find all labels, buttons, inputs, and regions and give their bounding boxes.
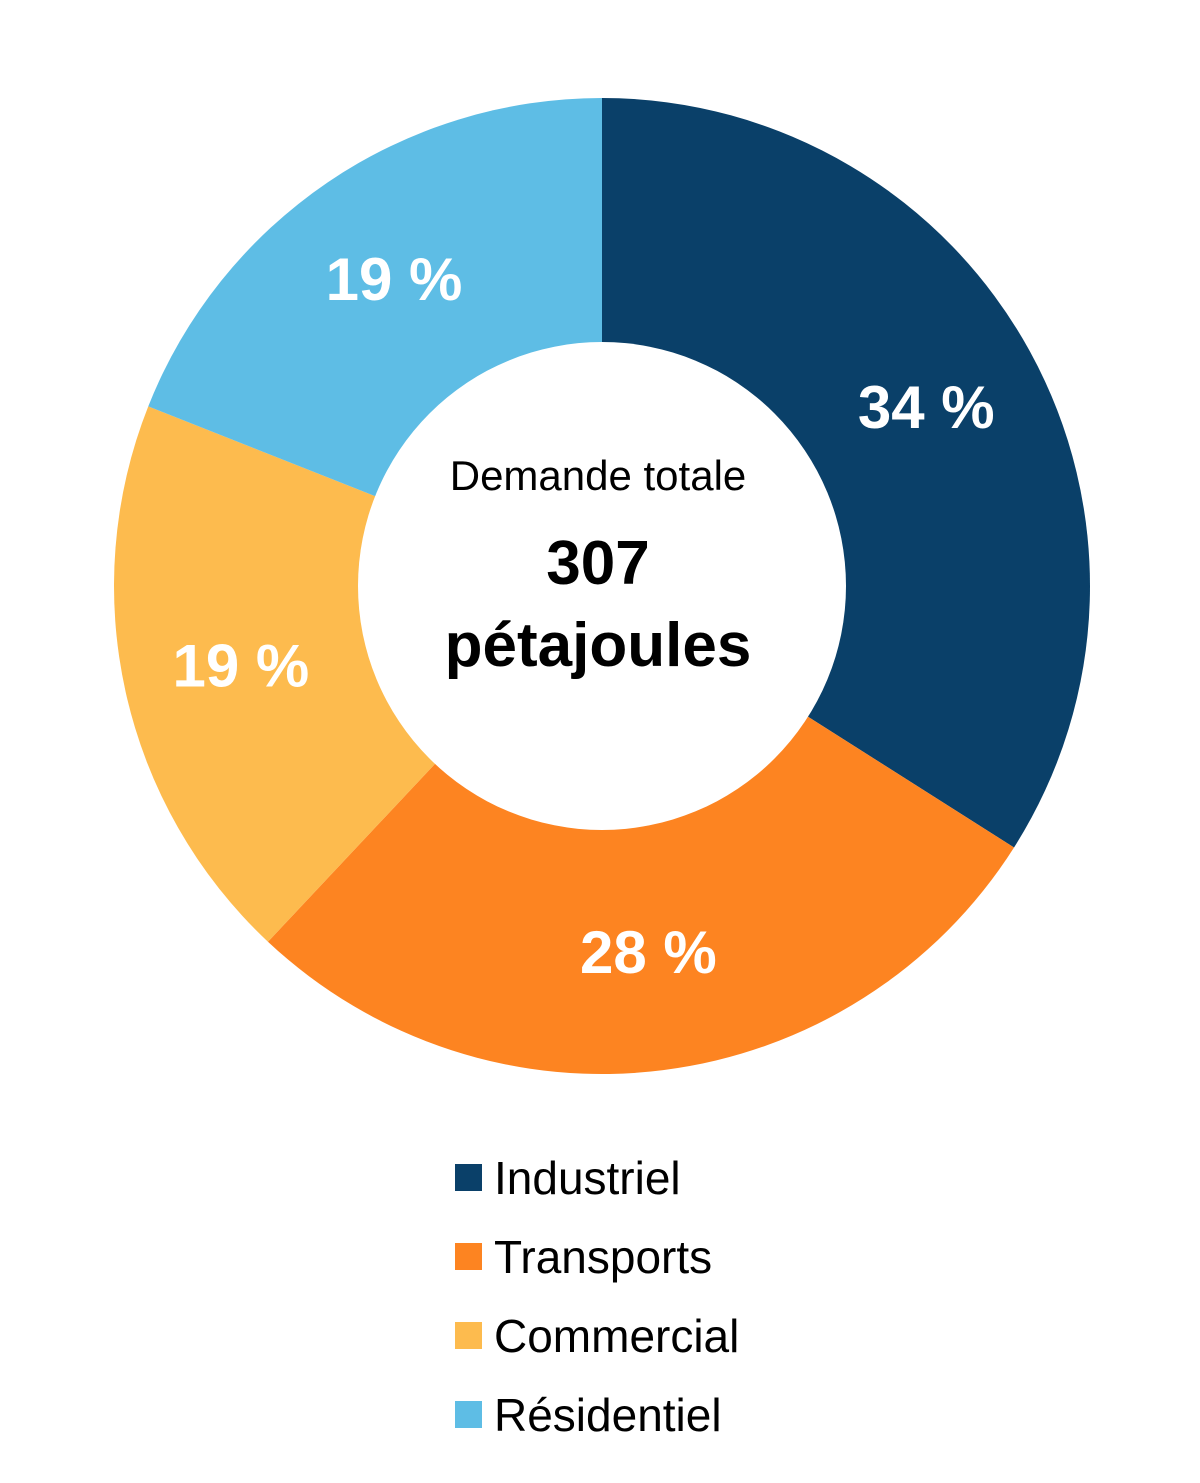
center-label: Demande totale [450,452,747,499]
legend-item-transports: Transports [455,1217,875,1296]
legend-label-transports: Transports [494,1230,713,1283]
slice-label-industriel: 34 % [858,374,995,441]
legend-item-commercial: Commercial [455,1296,875,1375]
slice-transports [267,586,1015,1074]
donut-hole [358,342,846,830]
legend-swatch-commercial [455,1322,482,1349]
slice-labels-group: 34 % 28 % 19 % 19 % [173,246,995,986]
legend-swatch-residentiel [455,1401,482,1428]
slice-label-residentiel: 19 % [326,246,463,313]
legend-label-residentiel: Résidentiel [494,1388,722,1441]
donut-chart: 34 % 28 % 19 % 19 % Demande totale 307 péta… [114,98,1090,1074]
legend-label-industriel: Industriel [494,1151,681,1204]
legend-swatch-transports [455,1243,482,1270]
slice-label-commercial: 19 % [173,633,310,700]
center-value-line1: 307 [546,529,649,598]
legend-item-residentiel: Résidentiel [455,1375,875,1454]
center-value-line2: pétajoules [445,611,752,680]
slice-label-transports: 28 % [580,919,717,986]
legend-label-commercial: Commercial [494,1309,740,1362]
legend-swatch-industriel [455,1164,482,1191]
legend: Industriel Transports Commercial Résiden… [455,1138,875,1454]
legend-item-industriel: Industriel [455,1138,875,1217]
